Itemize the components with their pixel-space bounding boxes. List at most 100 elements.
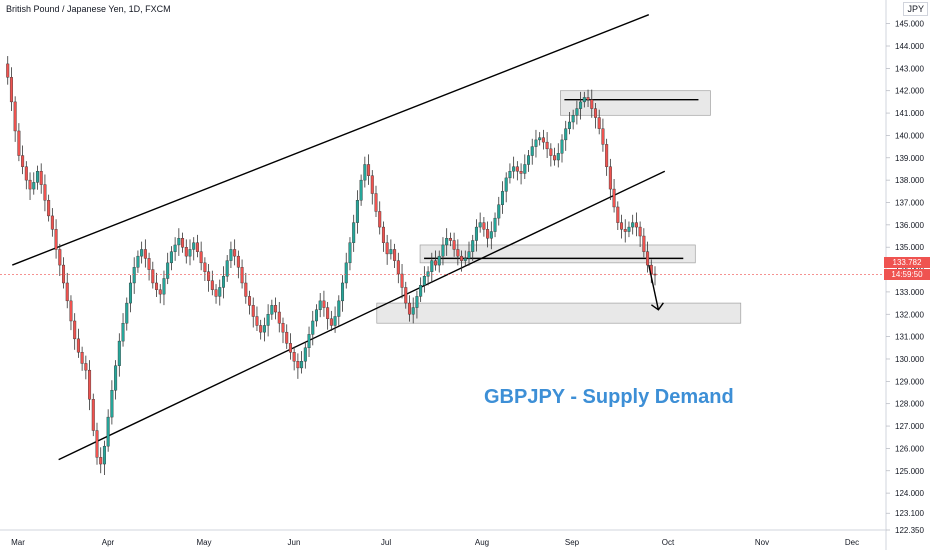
candle-up-body	[419, 285, 423, 297]
candle-up-body	[355, 200, 359, 223]
candle	[314, 304, 318, 327]
candle-up-body	[556, 153, 560, 161]
candle	[322, 290, 326, 317]
candle-down-body	[24, 166, 28, 181]
candle-up-body	[218, 287, 222, 297]
candle	[407, 295, 411, 322]
candle-up-body	[500, 191, 504, 205]
candle	[534, 129, 538, 158]
candle	[337, 295, 341, 326]
candle	[620, 214, 624, 239]
candle-down-body	[184, 247, 188, 257]
candle-up-body	[560, 139, 564, 154]
candle	[229, 241, 233, 268]
candle	[482, 217, 486, 237]
candle	[359, 174, 363, 206]
candle-up-body	[627, 226, 631, 232]
candle-down-body	[400, 273, 404, 288]
candle-down-body	[374, 193, 378, 212]
candle	[575, 100, 579, 125]
candle-down-body	[634, 222, 638, 228]
candle-up-body	[136, 255, 140, 268]
candle-down-body	[62, 264, 66, 284]
candle-down-body	[91, 399, 95, 431]
candle	[266, 304, 270, 337]
candle-down-body	[597, 117, 601, 129]
candle	[166, 252, 170, 285]
candle	[69, 295, 73, 331]
candle	[579, 91, 583, 120]
price-tick-label: 132.000	[895, 310, 924, 319]
candle	[43, 174, 47, 212]
annotation-title: GBPJPY - Supply Demand	[484, 386, 734, 408]
candle	[240, 259, 244, 289]
candle-down-body	[281, 323, 285, 333]
candle	[236, 250, 240, 279]
candle-down-body	[322, 300, 326, 308]
candle-down-body	[251, 305, 255, 317]
down-arrow-shaft	[648, 264, 660, 310]
candle	[233, 239, 237, 266]
candle-up-body	[140, 249, 144, 257]
candle	[225, 255, 229, 282]
candle-down-body	[65, 282, 69, 302]
candle-up-body	[463, 258, 467, 261]
candle	[448, 232, 452, 247]
candle	[80, 346, 84, 371]
price-tick-label: 145.000	[895, 20, 924, 29]
candle	[646, 241, 650, 273]
candle	[627, 221, 631, 238]
candle	[527, 149, 531, 172]
candle-down-body	[21, 155, 25, 167]
candle	[523, 154, 527, 180]
candle-down-body	[288, 343, 292, 353]
candle-up-body	[467, 251, 471, 259]
candle	[318, 293, 322, 318]
candle	[623, 219, 627, 243]
price-axis[interactable]: 122.350 123.100 124.000 125.000 126.000 127.0…	[886, 20, 924, 535]
candle-up-body	[341, 282, 345, 302]
candle	[329, 310, 333, 332]
candle	[460, 250, 464, 272]
candle	[58, 243, 62, 277]
candle-down-body	[541, 137, 545, 143]
candle-down-body	[448, 238, 452, 241]
candle-up-body	[125, 302, 129, 324]
candle	[188, 239, 192, 266]
candle-down-body	[9, 77, 13, 103]
candle	[303, 342, 307, 369]
candle-up-body	[300, 361, 304, 369]
time-tick-label: Mar	[11, 538, 25, 547]
currency-button[interactable]: JPY	[903, 2, 928, 16]
candle-up-body	[575, 108, 579, 116]
candle	[400, 263, 404, 299]
candle-down-body	[244, 282, 248, 297]
candle-up-body	[348, 242, 352, 264]
candle	[73, 313, 77, 350]
zone-3	[376, 302, 742, 324]
time-tick-label: Nov	[755, 538, 769, 547]
candle	[333, 306, 337, 333]
candle-down-body	[47, 200, 51, 217]
candle-down-body	[370, 175, 374, 194]
candle	[352, 214, 356, 252]
candle	[121, 313, 125, 347]
candle-up-body	[359, 179, 363, 201]
candle-down-body	[210, 280, 214, 290]
candle	[653, 266, 657, 286]
price-tick-label: 144.000	[895, 42, 924, 51]
candle-up-body	[225, 260, 229, 277]
candle	[203, 257, 207, 281]
candle-up-body	[579, 101, 583, 109]
candle-down-body	[378, 211, 382, 228]
candle	[597, 109, 601, 135]
candle	[76, 328, 80, 358]
symbol-title: British Pound / Japanese Yen, 1D, FXCM	[6, 4, 171, 14]
candle-down-body	[143, 249, 147, 259]
candle	[199, 241, 203, 271]
time-axis[interactable]: Mar Apr May Jun Jul Aug Sep Oct Nov Dec	[11, 538, 859, 547]
price-tick-label: 139.000	[895, 154, 924, 163]
price-tick-label: 131.000	[895, 333, 924, 342]
